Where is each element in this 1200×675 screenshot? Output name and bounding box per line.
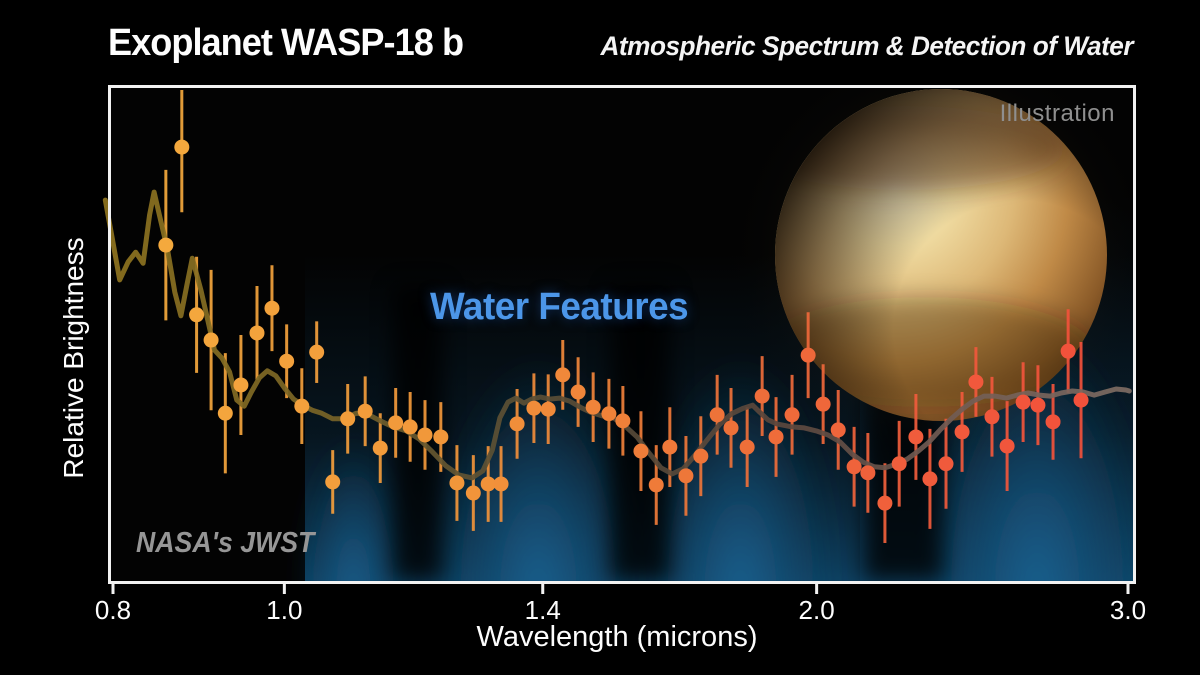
planet-illustration — [726, 88, 1133, 470]
y-axis-label: Relative Brightness — [58, 237, 89, 479]
x-tick-label: 0.8 — [94, 595, 132, 625]
x-tick-label: 3.0 — [1109, 595, 1147, 625]
water-features-annotation: Water Features — [430, 286, 689, 328]
figure-title: Exoplanet WASP-18 b — [108, 22, 464, 64]
x-tick-label: 1.0 — [266, 595, 303, 625]
x-tick-label: 1.4 — [524, 595, 561, 625]
data-points — [158, 139, 1089, 511]
x-tick-label: 2.0 — [798, 595, 835, 625]
illustration-label: Illustration — [999, 100, 1115, 127]
figure-subtitle: Atmospheric Spectrum & Detection of Wate… — [600, 31, 1133, 61]
plot-border — [108, 85, 1136, 584]
credit-label: NASA's JWST — [136, 527, 315, 559]
model-line — [102, 189, 1132, 481]
x-axis-label: Wavelength (microns) — [476, 621, 758, 653]
x-tick-marks — [111, 583, 1130, 594]
